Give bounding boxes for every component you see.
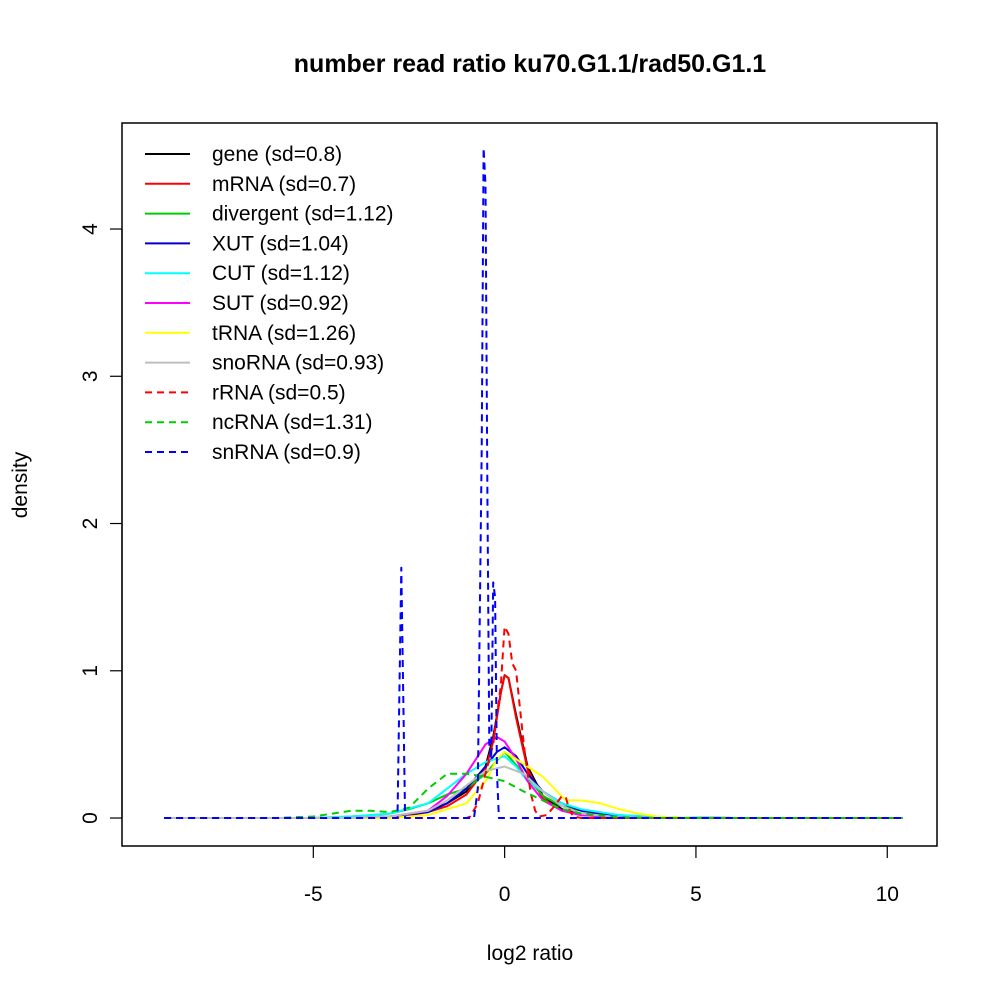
y-tick-label-4: 4	[79, 223, 102, 235]
series-line-9	[164, 772, 903, 819]
series-layer	[164, 147, 903, 819]
legend-label-4: CUT (sd=1.12)	[212, 262, 350, 285]
series-line-4	[164, 755, 903, 819]
y-tick-label-1: 1	[79, 665, 102, 677]
x-tick-label-3: 10	[876, 883, 899, 906]
chart-title: number read ratio ku70.G1.1/rad50.G1.1	[294, 50, 767, 78]
legend-label-3: XUT (sd=1.04)	[212, 232, 349, 255]
series-line-8	[164, 625, 903, 819]
x-tick-label-1: 0	[499, 883, 511, 906]
x-axis-label: log2 ratio	[487, 942, 573, 965]
legend-label-6: tRNA (sd=1.26)	[212, 322, 356, 345]
y-tick-label-2: 2	[79, 518, 102, 530]
y-axis: 0 1 2 3 4	[79, 223, 123, 824]
y-tick-label-0: 0	[79, 812, 102, 824]
legend-label-10: snRNA (sd=0.9)	[212, 441, 361, 464]
y-axis-label: density	[9, 451, 32, 518]
legend: gene (sd=0.8) mRNA (sd=0.7) divergent (sd=…	[145, 143, 394, 464]
x-axis: -5 0 5 10	[304, 845, 899, 906]
legend-label-0: gene (sd=0.8)	[212, 143, 342, 166]
legend-label-8: rRNA (sd=0.5)	[212, 381, 346, 404]
x-tick-label-0: -5	[304, 883, 323, 906]
legend-label-7: snoRNA (sd=0.93)	[212, 352, 384, 375]
legend-label-9: ncRNA (sd=1.31)	[212, 411, 373, 434]
series-line-7	[164, 765, 903, 819]
y-tick-label-3: 3	[79, 370, 102, 382]
x-tick-label-2: 5	[690, 883, 702, 906]
legend-label-5: SUT (sd=0.92)	[212, 292, 349, 315]
legend-label-1: mRNA (sd=0.7)	[212, 173, 356, 196]
legend-label-2: divergent (sd=1.12)	[212, 203, 394, 226]
series-line-6	[164, 750, 903, 819]
series-line-10	[164, 147, 903, 819]
